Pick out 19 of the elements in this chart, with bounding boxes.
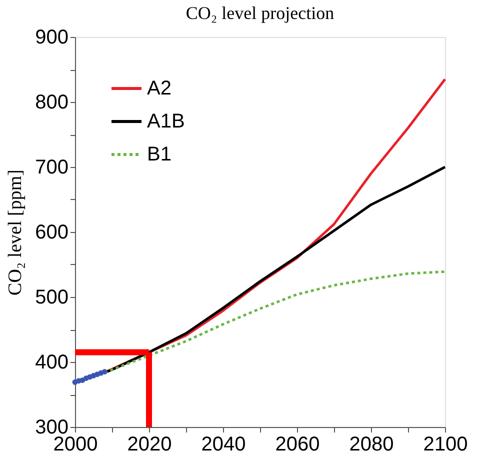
point bbox=[80, 377, 86, 383]
y-tick-label: 400 bbox=[35, 352, 68, 374]
y-tick-label: 900 bbox=[35, 26, 68, 48]
x-tick-label: 2040 bbox=[201, 434, 246, 456]
x-tick-label: 2100 bbox=[423, 434, 468, 456]
y-tick-label: 700 bbox=[35, 156, 68, 178]
legend-label: B1 bbox=[147, 144, 172, 166]
y-tick-label: 600 bbox=[35, 222, 68, 244]
y-axis-title: CO₂ level [ppm] bbox=[5, 170, 26, 296]
legend-label: A2 bbox=[147, 78, 172, 100]
y-tick-label: 800 bbox=[35, 92, 68, 114]
x-tick-label: 2000 bbox=[53, 434, 98, 456]
x-tick-label: 2020 bbox=[127, 434, 172, 456]
chart-title: CO₂ level projection bbox=[186, 3, 334, 23]
x-tick-label: 2060 bbox=[275, 434, 320, 456]
legend-label: A1B bbox=[147, 110, 185, 132]
x-tick-label: 2080 bbox=[349, 434, 394, 456]
point bbox=[102, 369, 108, 374]
y-tick-label: 500 bbox=[35, 286, 68, 308]
